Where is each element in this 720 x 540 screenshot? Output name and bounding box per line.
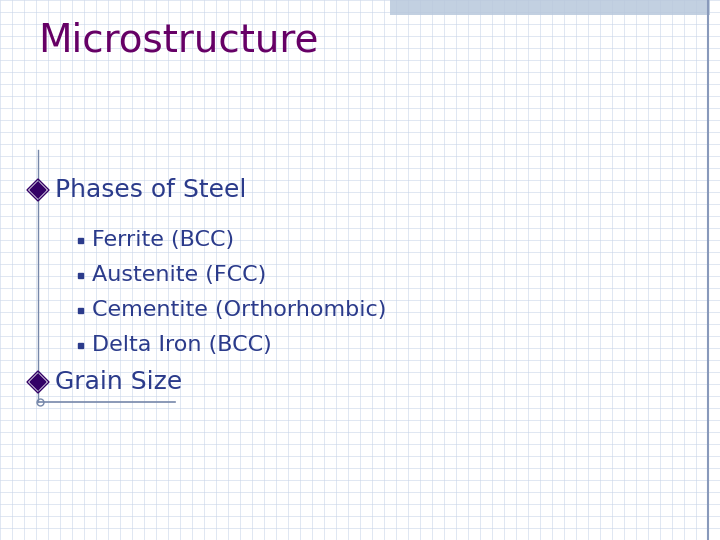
Text: Austenite (FCC): Austenite (FCC)	[92, 265, 266, 285]
Text: Cementite (Orthorhombic): Cementite (Orthorhombic)	[92, 300, 387, 320]
Text: Grain Size: Grain Size	[55, 370, 182, 394]
Bar	[78, 342, 83, 348]
Text: Ferrite (BCC): Ferrite (BCC)	[92, 230, 234, 250]
Text: Delta Iron (BCC): Delta Iron (BCC)	[92, 335, 271, 355]
Text: Microstructure: Microstructure	[38, 22, 318, 60]
Bar	[78, 273, 83, 278]
Bar	[390, 0, 710, 15]
Bar	[78, 238, 83, 242]
Bar	[78, 307, 83, 313]
Text: Phases of Steel: Phases of Steel	[55, 178, 246, 202]
